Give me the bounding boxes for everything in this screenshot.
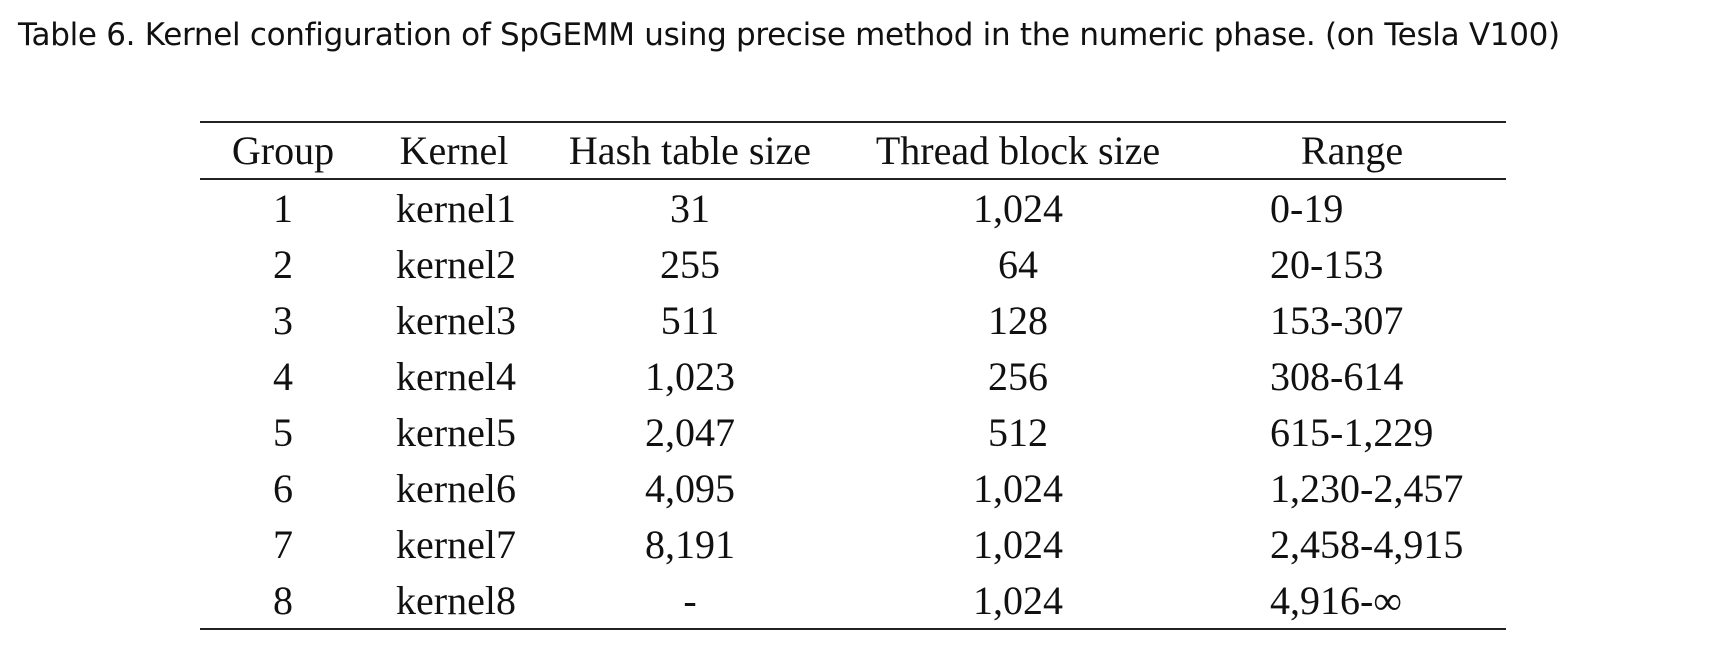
table: Group Kernel Hash table size Thread bloc…: [200, 123, 1506, 628]
cell-thread-block-size: 1,024: [973, 185, 1063, 231]
cell-hash-table-size: 4,095: [645, 465, 735, 511]
header-kernel: Kernel: [366, 123, 542, 180]
table-row: 1 kernel1 31 1,024 0-19: [200, 179, 1506, 236]
cell-kernel: kernel3: [396, 297, 516, 343]
cell-group: 1: [273, 185, 293, 231]
table-row: 4 kernel4 1,023 256 308-614: [200, 348, 1506, 404]
cell-group: 7: [273, 521, 293, 567]
table-row: 5 kernel5 2,047 512 615-1,229: [200, 404, 1506, 460]
cell-hash-table-size: 8,191: [645, 521, 735, 567]
cell-range: 308-614: [1270, 353, 1404, 399]
cell-hash-table-size: 255: [660, 241, 720, 287]
cell-range: 20-153: [1270, 241, 1384, 287]
table-row: 2 kernel2 255 64 20-153: [200, 236, 1506, 292]
cell-thread-block-size: 1,024: [973, 577, 1063, 623]
cell-thread-block-size: 1,024: [973, 521, 1063, 567]
cell-hash-table-size: -: [683, 577, 697, 623]
header-group: Group: [200, 123, 366, 180]
cell-group: 8: [273, 577, 293, 623]
table-row: 7 kernel7 8,191 1,024 2,458-4,915: [200, 516, 1506, 572]
cell-group: 2: [273, 241, 293, 287]
table-body: 1 kernel1 31 1,024 0-19 2 kernel2 255 64…: [200, 179, 1506, 628]
cell-kernel: kernel5: [396, 409, 516, 455]
cell-group: 5: [273, 409, 293, 455]
cell-kernel: kernel7: [396, 521, 516, 567]
cell-hash-table-size: 31: [670, 185, 710, 231]
table-row: 8 kernel8 - 1,024 4,916-∞: [200, 572, 1506, 628]
table-row: 6 kernel6 4,095 1,024 1,230-2,457: [200, 460, 1506, 516]
cell-thread-block-size: 512: [988, 409, 1048, 455]
cell-group: 4: [273, 353, 293, 399]
cell-thread-block-size: 64: [998, 241, 1038, 287]
cell-kernel: kernel2: [396, 241, 516, 287]
cell-kernel: kernel8: [396, 577, 516, 623]
header-row: Group Kernel Hash table size Thread bloc…: [200, 123, 1506, 180]
cell-thread-block-size: 128: [988, 297, 1048, 343]
cell-range: 153-307: [1270, 297, 1404, 343]
table-row: 3 kernel3 511 128 153-307: [200, 292, 1506, 348]
kernel-config-table: Group Kernel Hash table size Thread bloc…: [200, 121, 1506, 630]
cell-hash-table-size: 2,047: [645, 409, 735, 455]
table-header: Group Kernel Hash table size Thread bloc…: [200, 123, 1506, 180]
cell-kernel: kernel4: [396, 353, 516, 399]
cell-group: 6: [273, 465, 293, 511]
cell-hash-table-size: 511: [660, 297, 720, 343]
cell-range: 4,916-∞: [1270, 577, 1402, 623]
cell-kernel: kernel6: [396, 465, 516, 511]
header-range: Range: [1198, 123, 1506, 180]
cell-kernel: kernel1: [396, 185, 516, 231]
cell-thread-block-size: 256: [988, 353, 1048, 399]
header-thread-block-size: Thread block size: [838, 123, 1198, 180]
cell-thread-block-size: 1,024: [973, 465, 1063, 511]
cell-hash-table-size: 1,023: [645, 353, 735, 399]
cell-group: 3: [273, 297, 293, 343]
table-caption: Table 6. Kernel configuration of SpGEMM …: [18, 17, 1560, 53]
cell-range: 615-1,229: [1270, 409, 1434, 455]
cell-range: 0-19: [1270, 185, 1344, 231]
header-hash-table-size: Hash table size: [542, 123, 838, 180]
cell-range: 2,458-4,915: [1270, 521, 1464, 567]
cell-range: 1,230-2,457: [1270, 465, 1464, 511]
